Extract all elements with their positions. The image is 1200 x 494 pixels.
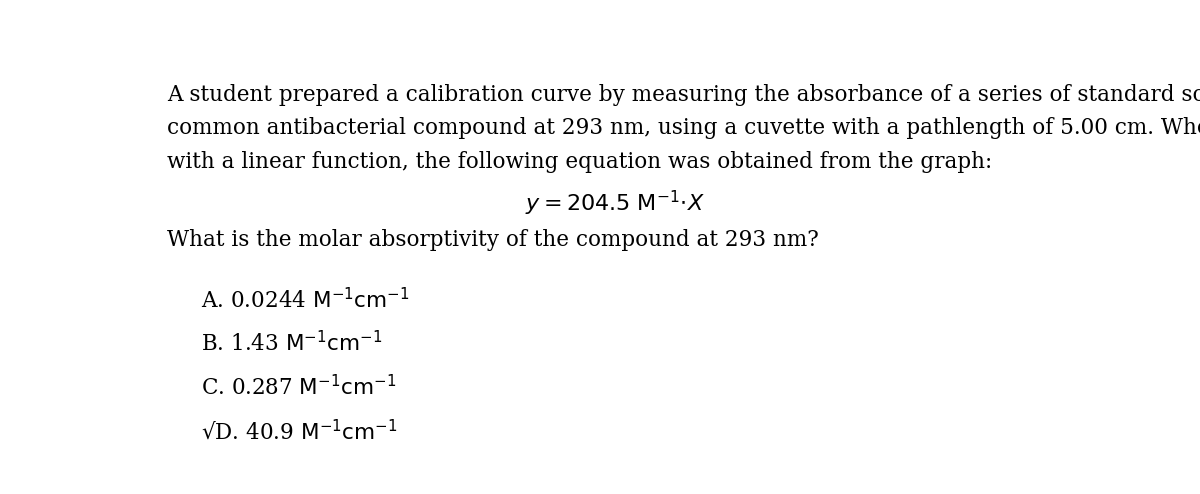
Text: √D. 40.9 $\mathrm{M}^{-1}\mathrm{cm}^{-1}$: √D. 40.9 $\mathrm{M}^{-1}\mathrm{cm}^{-1… [202, 419, 397, 444]
Text: B. 1.43 $\mathrm{M}^{-1}\mathrm{cm}^{-1}$: B. 1.43 $\mathrm{M}^{-1}\mathrm{cm}^{-1}… [202, 331, 383, 357]
Text: What is the molar absorptivity of the compound at 293 nm?: What is the molar absorptivity of the co… [167, 229, 818, 250]
Text: with a linear function, the following equation was obtained from the graph:: with a linear function, the following eq… [167, 151, 992, 173]
Text: $y = 204.5\ \mathrm{M}^{-1}{\cdot}X$: $y = 204.5\ \mathrm{M}^{-1}{\cdot}X$ [526, 189, 704, 218]
Text: A student prepared a calibration curve by measuring the absorbance of a series o: A student prepared a calibration curve b… [167, 84, 1200, 106]
Text: C. 0.287 $\mathrm{M}^{-1}\mathrm{cm}^{-1}$: C. 0.287 $\mathrm{M}^{-1}\mathrm{cm}^{-1… [202, 375, 396, 400]
Text: A. 0.0244 $\mathrm{M}^{-1}\mathrm{cm}^{-1}$: A. 0.0244 $\mathrm{M}^{-1}\mathrm{cm}^{-… [202, 288, 409, 313]
Text: common antibacterial compound at 293 nm, using a cuvette with a pathlength of 5.: common antibacterial compound at 293 nm,… [167, 118, 1200, 139]
